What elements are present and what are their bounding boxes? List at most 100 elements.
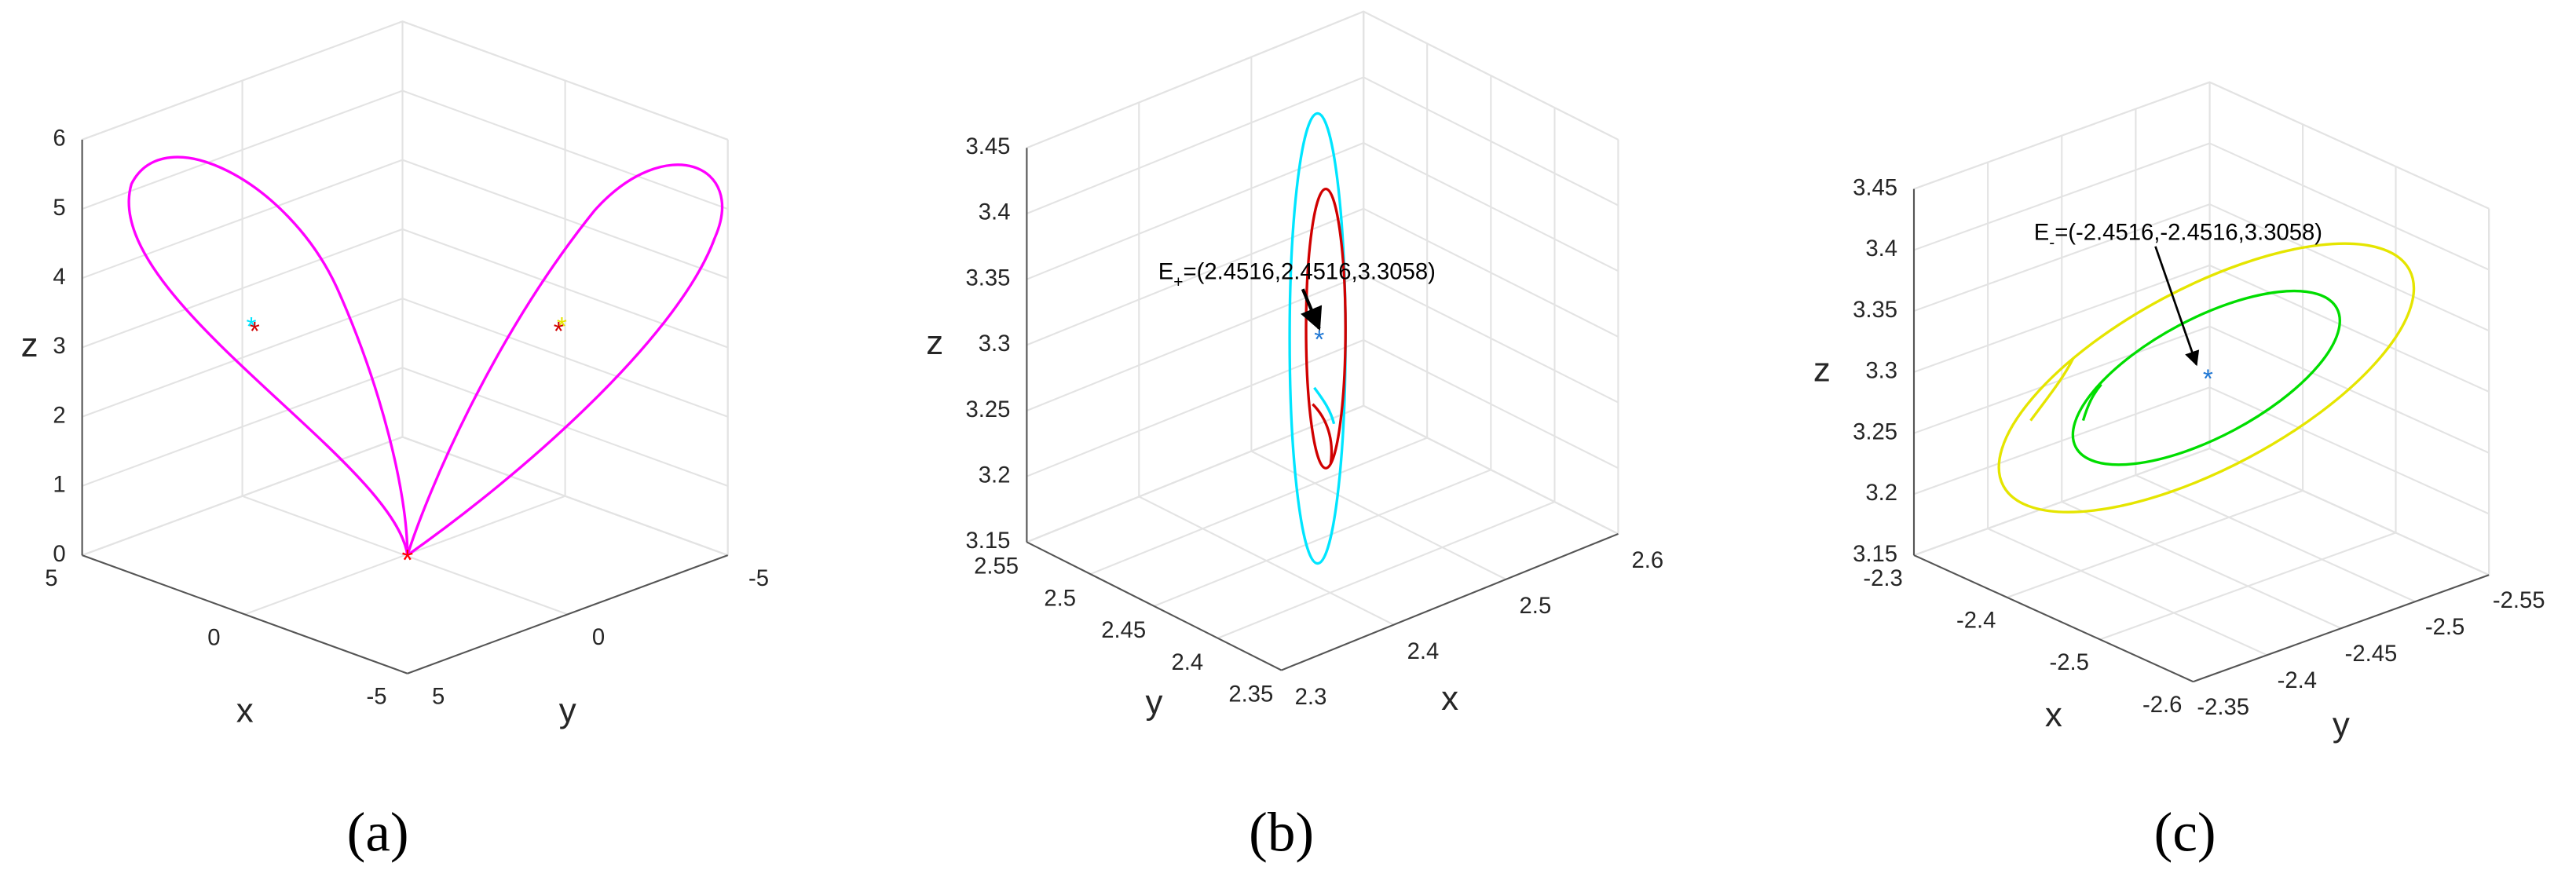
grid-line xyxy=(2061,135,2342,630)
point-marker: * xyxy=(401,543,413,576)
z-tick-label: 3.35 xyxy=(966,265,1011,291)
trajectory xyxy=(2081,383,2102,422)
z-tick-label: 3.25 xyxy=(1853,419,1897,444)
z-tick-label: 3.4 xyxy=(1865,236,1897,261)
y-tick-label: 2.4 xyxy=(1171,649,1203,675)
point-marker: * xyxy=(557,313,567,342)
y-tick-label: 2.45 xyxy=(1101,617,1146,643)
y-tick-label: -2.4 xyxy=(2278,667,2317,693)
grid-line xyxy=(82,436,729,557)
y-tick-label: -5 xyxy=(748,565,769,591)
grid-line xyxy=(82,367,729,487)
x-axis-label: x xyxy=(236,692,254,730)
grid-line xyxy=(1138,102,1394,626)
grid-line xyxy=(1281,139,1619,671)
y-axis-label: y xyxy=(559,692,576,730)
box-edge xyxy=(1026,404,1619,543)
z-tick-label: 3.3 xyxy=(1865,358,1897,384)
y-tick-label: 0 xyxy=(592,624,605,650)
trajectory xyxy=(1313,386,1336,425)
z-tick-label: 6 xyxy=(53,126,65,152)
x-axis-label: x xyxy=(1441,679,1458,718)
trajectory xyxy=(127,155,409,556)
grid-line xyxy=(1026,273,1619,411)
grid-line xyxy=(1913,448,2490,576)
annotation-base: E xyxy=(1158,259,1174,285)
point-marker: * xyxy=(554,317,564,346)
x-tick-label: -5 xyxy=(367,684,387,710)
grid-line xyxy=(82,20,729,141)
grid-line xyxy=(82,228,729,349)
box-edge xyxy=(82,436,729,557)
z-tick-label: 3.2 xyxy=(1865,480,1897,506)
z-tick-label: 3 xyxy=(53,333,65,359)
y-axis-label: y xyxy=(2333,705,2350,744)
grid: -2.6 -2.5 -2.4 -2.3 -2.55 -2.5 -2.45 -2.4 -2.35 3… xyxy=(1813,81,2545,744)
point-marker: * xyxy=(247,313,257,342)
annotation-base: E xyxy=(2034,219,2050,245)
point-marker: * xyxy=(250,317,260,346)
y-tick-label: -2.55 xyxy=(2493,587,2545,613)
z-tick-label: 3.45 xyxy=(1853,174,1897,200)
z-tick-label: 5 xyxy=(53,195,65,221)
trajectory xyxy=(406,163,724,557)
x-axis xyxy=(82,554,408,674)
z-tick-label: 3.35 xyxy=(1853,297,1897,323)
z-tick-label: 4 xyxy=(53,264,65,290)
trajectory xyxy=(2071,289,2341,466)
grid-line xyxy=(1089,43,1429,576)
x-tick-label: 2.3 xyxy=(1295,684,1327,710)
grid-line xyxy=(1913,81,2490,210)
x-tick-label: 2.5 xyxy=(1520,593,1552,619)
grid-line xyxy=(82,90,729,210)
annotation-text: =(2.4516,2.4516,3.3058) xyxy=(1183,259,1435,285)
caption: (a) xyxy=(347,802,409,864)
y-tick-label: 2.35 xyxy=(1228,682,1273,707)
grid: 2.3 2.4 2.5 2.6 2.35 2.4 2.45 2.5 2.553.15 3.2 3.2… xyxy=(926,10,1663,722)
annotation-sub: - xyxy=(2049,234,2055,252)
grid-line xyxy=(82,298,729,418)
grid-line xyxy=(82,159,729,280)
y-axis-label: y xyxy=(1146,683,1163,722)
grid-line xyxy=(1026,76,1619,214)
caption: (c) xyxy=(2154,802,2216,864)
panel-b: 2.3 2.4 2.5 2.6 2.35 2.4 2.45 2.5 2.553.15 3.2 3.2… xyxy=(926,10,1663,864)
trajectory xyxy=(1312,403,1334,464)
z-tick-label: 3.45 xyxy=(966,133,1011,159)
z-axis-label: z xyxy=(1813,350,1831,389)
z-tick-label: 3.2 xyxy=(979,462,1011,488)
y-tick-label: 5 xyxy=(432,683,445,709)
z-axis-label: z xyxy=(926,324,943,362)
arrow xyxy=(1301,288,1323,331)
z-tick-label: 3.25 xyxy=(966,397,1011,422)
grid-line xyxy=(1026,141,1619,280)
y-tick-label: -2.35 xyxy=(2197,694,2249,720)
point-marker: * xyxy=(2203,365,2213,394)
grid-line xyxy=(2193,208,2490,683)
grid-line xyxy=(1913,386,2490,515)
z-axis-label: z xyxy=(21,326,38,364)
box-edge xyxy=(1026,10,1619,149)
x-axis-label: x xyxy=(2045,696,2062,734)
z-tick-label: 1 xyxy=(53,472,65,498)
z-tick-label: 3.15 xyxy=(966,528,1011,554)
point-marker: * xyxy=(1314,326,1324,355)
z-tick-label: 2 xyxy=(53,402,65,428)
grid-line xyxy=(1913,325,2490,454)
z-tick-label: 0 xyxy=(53,541,65,567)
caption: (b) xyxy=(1249,802,1314,864)
y-axis xyxy=(407,554,729,674)
annotation-sub: + xyxy=(1173,273,1183,291)
x-tick-label: -2.4 xyxy=(1956,607,1996,633)
x-tick-label: 5 xyxy=(45,565,57,591)
grid-line xyxy=(2007,124,2304,598)
trajectory xyxy=(1997,242,2416,514)
panel-c: -2.6 -2.5 -2.4 -2.3 -2.55 -2.5 -2.45 -2.4 -2.35 3… xyxy=(1813,81,2545,864)
grid-line xyxy=(1026,207,1619,346)
y-tick-label: 2.5 xyxy=(1044,585,1076,611)
y-tick-label: -2.45 xyxy=(2345,641,2398,667)
annotation: E-=(-2.4516,-2.4516,3.3058) xyxy=(2034,219,2322,251)
x-tick-label: -2.5 xyxy=(2049,649,2088,675)
y-axis xyxy=(1026,541,1283,671)
